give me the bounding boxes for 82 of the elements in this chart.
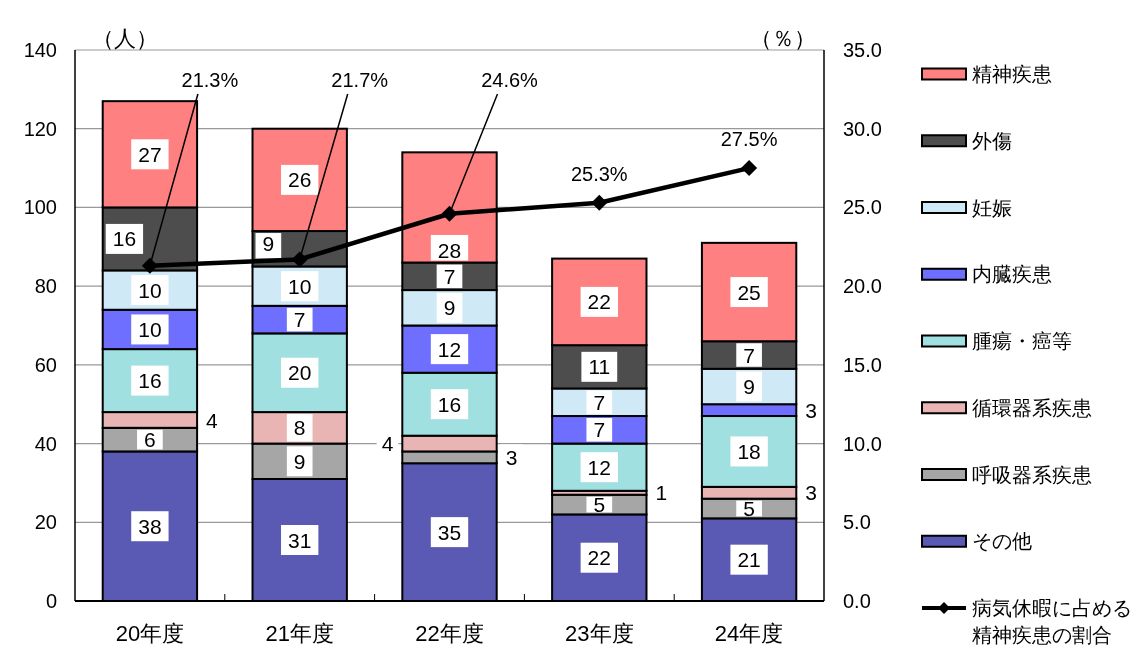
y-tick-label: 60 xyxy=(34,353,57,376)
data-label: 22 xyxy=(587,546,611,570)
data-label: 21.3% xyxy=(181,69,239,91)
legend-label: 妊娠 xyxy=(972,196,1012,219)
x-tick-label: 22年度 xyxy=(415,621,484,646)
y2-axis-title: （％） xyxy=(750,26,816,51)
data-label: 21 xyxy=(737,548,761,572)
legend-label: 内臓疾患 xyxy=(972,263,1052,286)
point xyxy=(291,251,308,268)
data-label: 35 xyxy=(437,520,462,544)
y2-tick-label: 35.0 xyxy=(843,39,882,61)
data-label: 25 xyxy=(737,280,761,304)
data-label: 7 xyxy=(443,264,456,288)
y-tick-label: 40 xyxy=(34,432,57,455)
x-tick-label: 23年度 xyxy=(565,621,634,646)
y2-tick-label: 10.0 xyxy=(843,432,882,455)
data-label: 24.6% xyxy=(481,69,539,91)
data-label: 7 xyxy=(293,308,306,332)
data-label: 5 xyxy=(743,497,755,521)
data-label: 16 xyxy=(437,392,462,416)
data-label: 9 xyxy=(262,232,275,256)
data-label: 10 xyxy=(288,274,312,298)
legend-label: 腫瘍・癌等 xyxy=(972,330,1072,352)
data-label: 16 xyxy=(112,227,137,251)
data-label: 27.5% xyxy=(720,128,778,151)
point xyxy=(591,194,608,211)
x-tick-label: 20年度 xyxy=(115,621,185,646)
data-label: 3 xyxy=(805,398,817,422)
legend-label: 呼吸器系疾患 xyxy=(972,463,1092,486)
legend-label: 精神疾患 xyxy=(972,63,1052,85)
data-label: 26 xyxy=(288,168,312,192)
data-label: 11 xyxy=(588,355,611,379)
y2-tick-label: 25.0 xyxy=(843,196,882,219)
y-tick-label: 80 xyxy=(34,275,57,298)
x-tick-label: 24年度 xyxy=(714,621,784,646)
data-label: 20 xyxy=(288,361,312,385)
data-label: 7 xyxy=(743,343,755,367)
y-axis-title: （人） xyxy=(92,26,158,51)
data-label: 9 xyxy=(443,296,456,320)
x-tick-label: 21年度 xyxy=(265,621,334,646)
data-label: 4 xyxy=(381,432,394,456)
data-label: 8 xyxy=(293,416,306,440)
y-tick-label: 100 xyxy=(23,196,57,219)
legend-label: 病気休暇に占める精神疾患の割合 xyxy=(972,597,1132,646)
point xyxy=(141,257,158,274)
y2-tick-label: 30.0 xyxy=(843,117,882,140)
data-label: 21.7% xyxy=(331,69,389,91)
data-label: 6 xyxy=(144,428,156,452)
y-tick-label: 0 xyxy=(45,590,57,612)
y-tick-label: 140 xyxy=(23,39,57,61)
legend-label: 外傷 xyxy=(972,129,1012,152)
y-tick-label: 20 xyxy=(34,511,57,534)
point xyxy=(741,160,758,177)
data-label: 25.3% xyxy=(570,162,628,185)
y2-tick-label: 5.0 xyxy=(843,511,871,534)
y-tick-label: 120 xyxy=(23,117,57,140)
data-label: 16 xyxy=(138,369,162,393)
legend-label: 循環器系疾患 xyxy=(972,396,1092,419)
data-label: 5 xyxy=(593,493,606,517)
data-label: 1 xyxy=(655,481,668,505)
point xyxy=(441,205,458,222)
y2-tick-label: 20.0 xyxy=(843,275,882,298)
data-label: 7 xyxy=(593,418,606,442)
data-label: 3 xyxy=(505,445,518,469)
data-label: 22 xyxy=(587,290,611,314)
data-label: 18 xyxy=(737,440,761,463)
y2-tick-label: 15.0 xyxy=(843,353,882,376)
data-label: 27 xyxy=(138,142,162,166)
data-label: 31 xyxy=(288,528,312,552)
y2-tick-label: 0.0 xyxy=(843,590,871,612)
legend-label: その他 xyxy=(972,530,1032,553)
data-label: 38 xyxy=(138,514,162,538)
data-label: 9 xyxy=(743,375,755,399)
data-label: 10 xyxy=(138,318,162,341)
data-label: 12 xyxy=(437,337,462,361)
data-label: 9 xyxy=(293,449,306,473)
data-label: 7 xyxy=(593,390,606,414)
data-label: 3 xyxy=(805,481,817,505)
data-label: 10 xyxy=(138,278,162,302)
data-label: 4 xyxy=(206,408,219,432)
data-label: 28 xyxy=(437,238,462,262)
data-label: 12 xyxy=(587,455,611,479)
